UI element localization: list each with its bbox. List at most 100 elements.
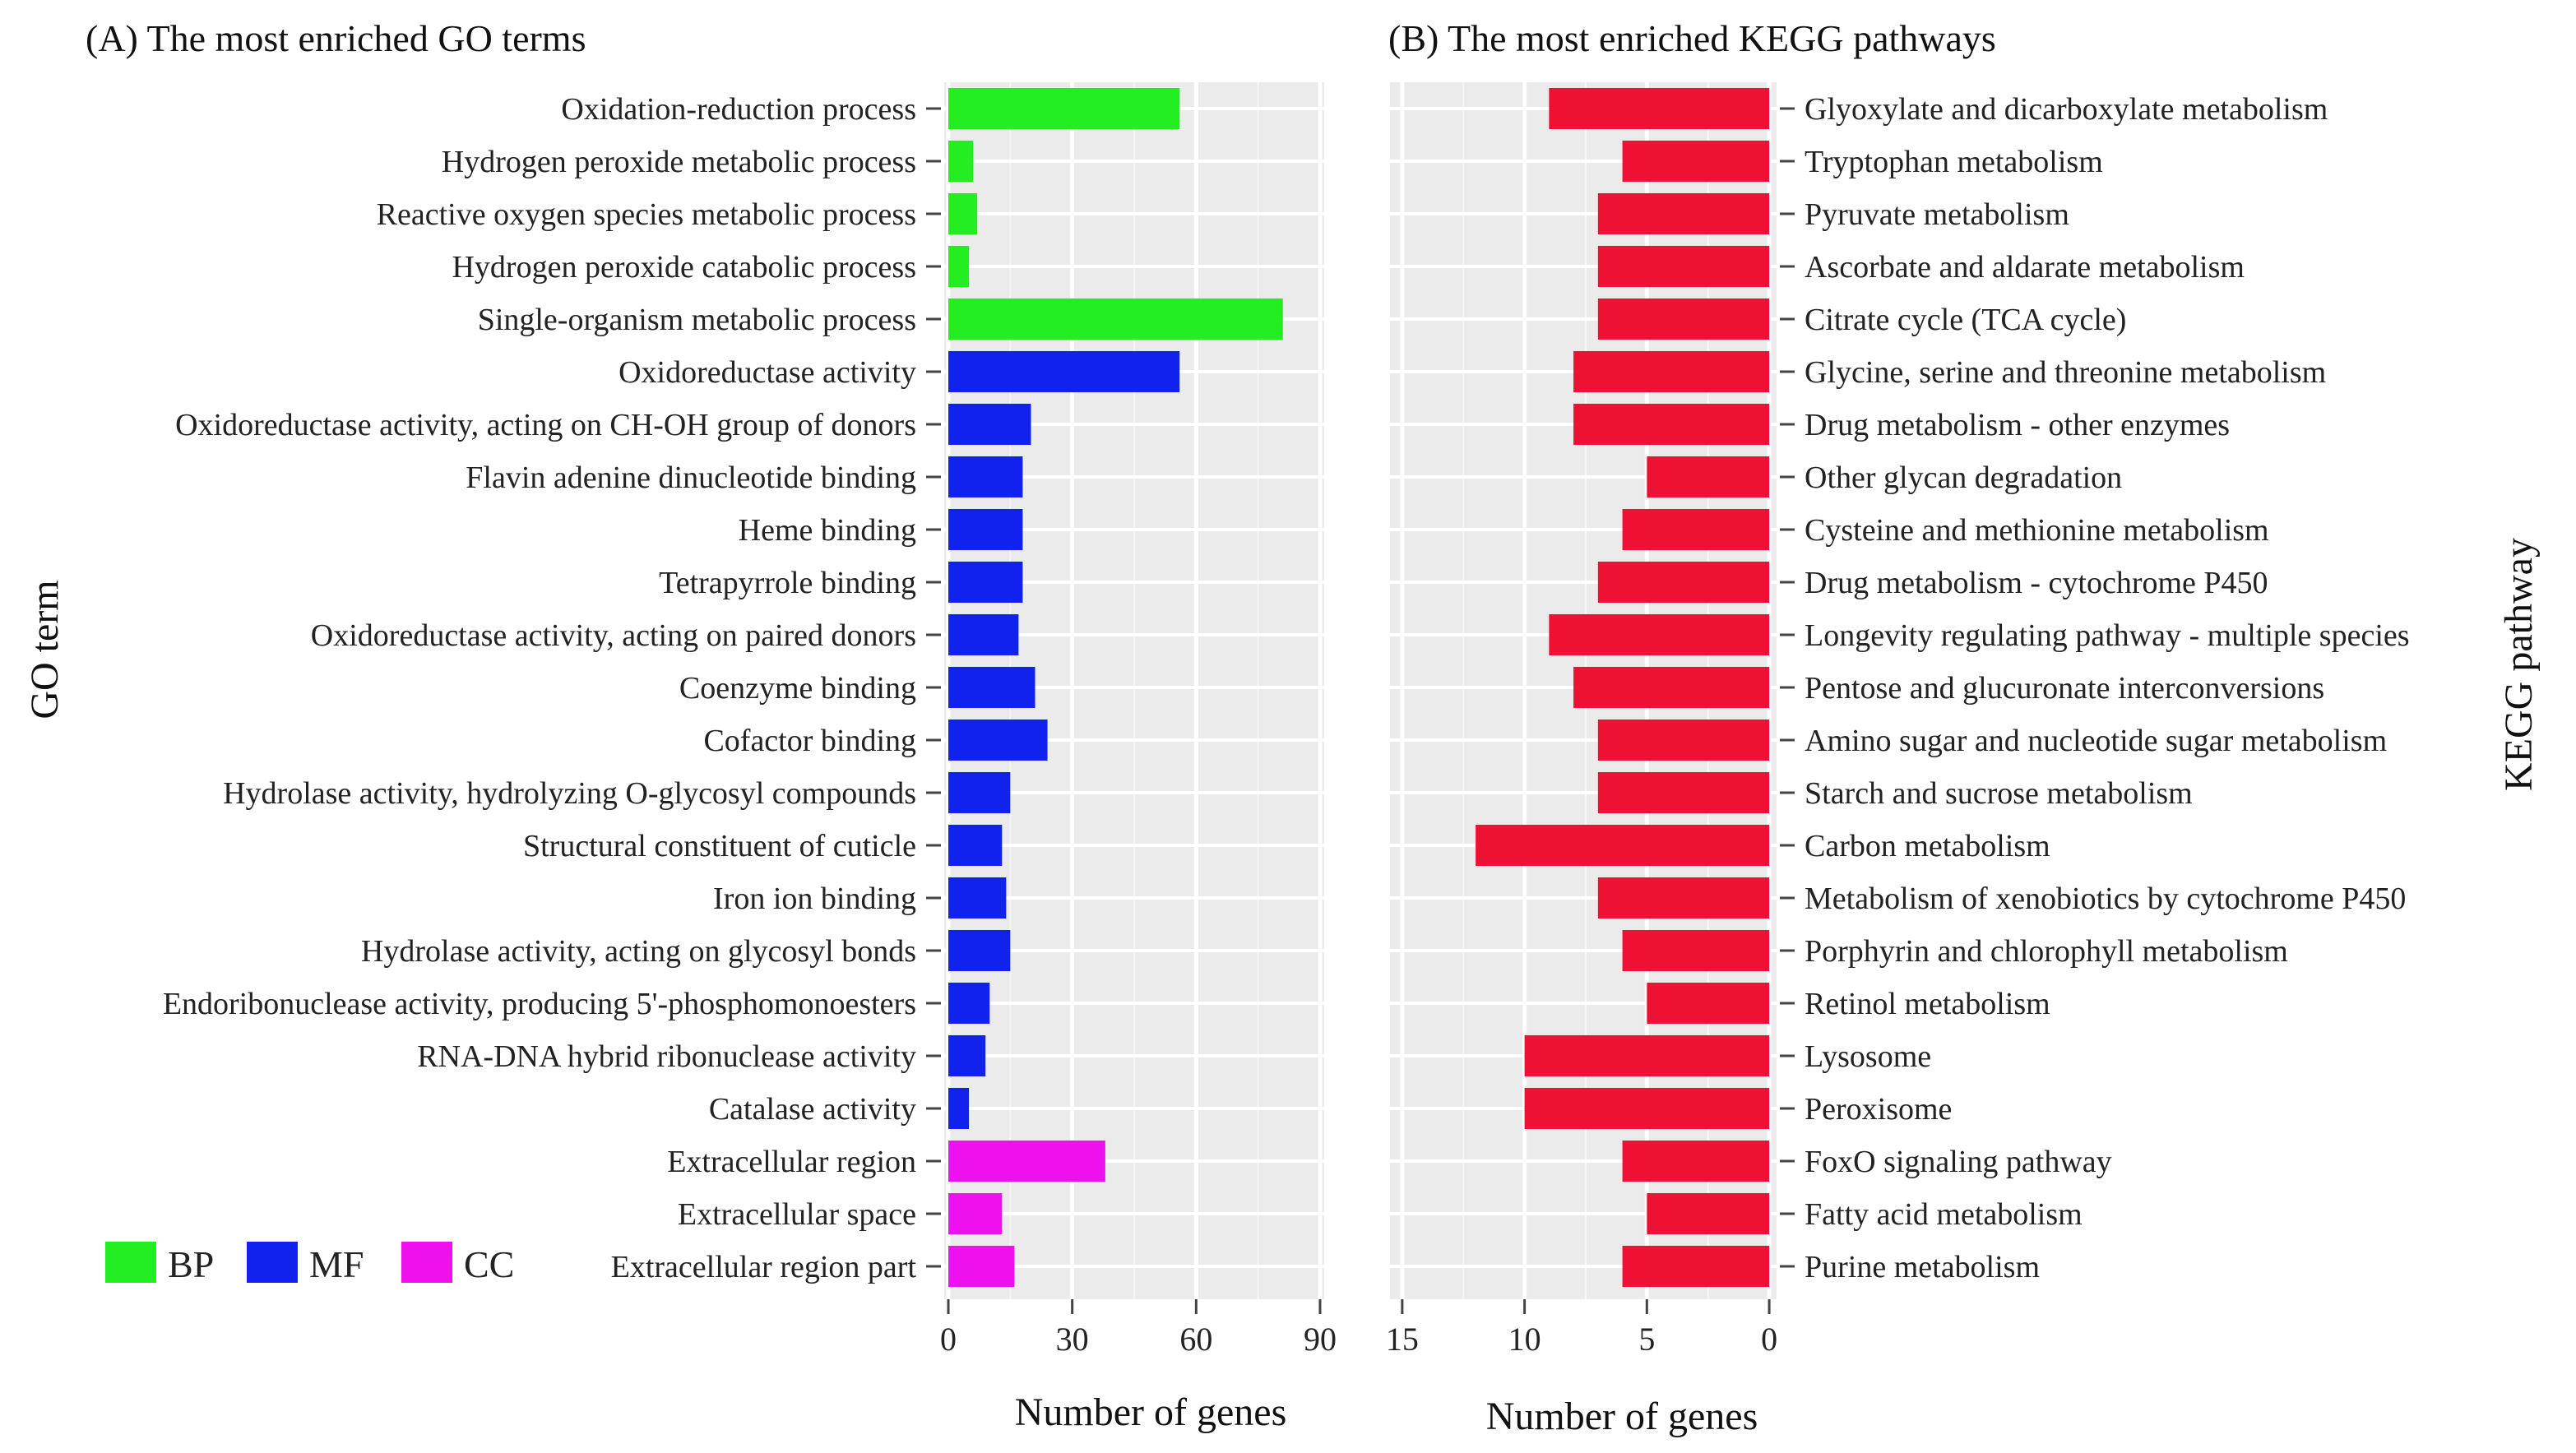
go-bar [948,877,1007,919]
kegg-bar [1647,456,1770,497]
kegg-category-label: Other glycan degradation [1805,460,2122,495]
go-bar [948,1246,1015,1287]
go-category-label: Cofactor binding [703,724,916,758]
go-category-label: Hydrogen peroxide catabolic process [452,250,916,285]
kegg-category-label: Glyoxylate and dicarboxylate metabolism [1805,92,2328,127]
kegg-bar [1647,983,1770,1024]
go-bar [948,351,1180,392]
go-bar [948,720,1048,761]
go-bar [948,1141,1105,1182]
go-category-label: Oxidoreductase activity [619,355,916,390]
go-bar [948,562,1023,603]
kegg-x-axis: 15 10 5 0 [1386,1299,1777,1358]
go-category-label: Extracellular region part [611,1250,917,1284]
go-category-label: Oxidoreductase activity, acting on paire… [311,618,916,653]
kegg-category-labels: Glyoxylate and dicarboxylate metabolism T… [1780,92,2410,1284]
go-bar [948,141,974,182]
kegg-category-label: Pentose and glucuronate interconversions [1805,671,2324,706]
legend-swatch-cc [401,1242,452,1283]
go-category-label: RNA-DNA hybrid ribonuclease activity [417,1039,916,1074]
kegg-category-label: Drug metabolism - cytochrome P450 [1805,566,2268,600]
go-x-axis: 0 30 60 90 [940,1299,1337,1358]
go-bar [948,509,1023,550]
kegg-category-label: Retinol metabolism [1805,987,2050,1021]
kegg-bar [1597,193,1770,234]
go-bar [948,667,1035,708]
kegg-category-label: Longevity regulating pathway - multiple … [1805,618,2410,653]
go-bar [948,246,970,287]
kegg-category-label: Ascorbate and aldarate metabolism [1805,250,2245,285]
go-x-tick-label: 0 [940,1321,957,1358]
kegg-bar [1597,298,1770,340]
go-category-label: Iron ion binding [713,882,916,916]
go-category-label: Extracellular region [667,1145,916,1179]
kegg-category-label: Fatty acid metabolism [1805,1197,2083,1232]
go-category-label: Hydrogen peroxide metabolic process [442,145,916,179]
legend-label-bp: BP [168,1243,214,1285]
go-category-label: Tetrapyrrole binding [659,566,916,600]
kegg-category-label: Amino sugar and nucleotide sugar metabol… [1805,724,2387,758]
kegg-bar [1622,930,1770,971]
go-category-label: Structural constituent of cuticle [523,829,916,863]
go-gridlines [944,82,1324,1299]
kegg-bar [1573,404,1770,445]
go-terms-chart: (A) The most enriched GO terms Oxidation… [23,17,1337,1434]
go-x-axis-title: Number of genes [1015,1391,1287,1434]
kegg-category-label: FoxO signaling pathway [1805,1145,2112,1179]
go-bar [948,88,1180,129]
kegg-category-label: Pyruvate metabolism [1805,197,2069,232]
legend-swatch-bp [105,1242,156,1283]
go-bars [948,88,1283,1287]
go-bar [948,930,1011,971]
kegg-pathways-chart: (B) The most enriched KEGG pathways Glyo… [1386,17,2541,1438]
go-y-axis-title: GO term [23,580,67,719]
kegg-category-label: Carbon metabolism [1805,829,2050,863]
go-bar [948,456,1023,497]
kegg-category-label: Cysteine and methionine metabolism [1805,513,2269,548]
kegg-bar [1622,1246,1770,1287]
go-category-label: Hydrolase activity, acting on glycosyl b… [361,934,916,969]
kegg-bar [1549,614,1770,655]
go-bar [948,983,990,1024]
legend-label-mf: MF [309,1243,364,1285]
kegg-category-label: Tryptophan metabolism [1805,145,2103,179]
go-category-label: Hydrolase activity, hydrolyzing O-glycos… [223,776,916,811]
kegg-bar [1597,772,1770,813]
kegg-bar [1622,509,1770,550]
kegg-category-label: Lysosome [1805,1039,1931,1074]
go-category-label: Heme binding [739,513,916,548]
kegg-bar [1622,1141,1770,1182]
kegg-bar [1524,1035,1770,1076]
go-category-label: Oxidoreductase activity, acting on CH-OH… [175,408,916,442]
kegg-bar [1597,720,1770,761]
kegg-x-tick-label: 5 [1638,1321,1655,1358]
go-category-label: Coenzyme binding [679,671,916,706]
go-bar [948,1193,1003,1234]
go-category-label: Extracellular space [678,1197,916,1232]
kegg-x-tick-label: 10 [1508,1321,1541,1358]
go-bar [948,298,1283,340]
kegg-category-label: Citrate cycle (TCA cycle) [1805,303,2126,337]
kegg-bar [1573,667,1770,708]
kegg-bars [1476,88,1770,1287]
go-category-label: Flavin adenine dinucleotide binding [466,460,916,495]
kegg-bar [1647,1193,1770,1234]
legend-swatch-mf [247,1242,298,1283]
go-x-tick-label: 90 [1304,1321,1337,1358]
go-bar [948,1088,970,1129]
kegg-bar [1597,877,1770,919]
go-category-label: Reactive oxygen species metabolic proces… [377,197,916,232]
kegg-x-tick-label: 0 [1761,1321,1777,1358]
go-chart-title: (A) The most enriched GO terms [86,17,586,59]
kegg-bar [1622,141,1770,182]
go-bar [948,1035,986,1076]
kegg-category-label: Porphyrin and chlorophyll metabolism [1805,934,2288,969]
go-legend: BP MF CC [105,1242,514,1285]
go-bar [948,772,1011,813]
kegg-chart-title: (B) The most enriched KEGG pathways [1388,17,1996,59]
kegg-bar [1549,88,1770,129]
go-category-label: Catalase activity [709,1092,916,1127]
go-bar [948,614,1019,655]
go-category-label: Endoribonuclease activity, producing 5'-… [163,987,916,1021]
